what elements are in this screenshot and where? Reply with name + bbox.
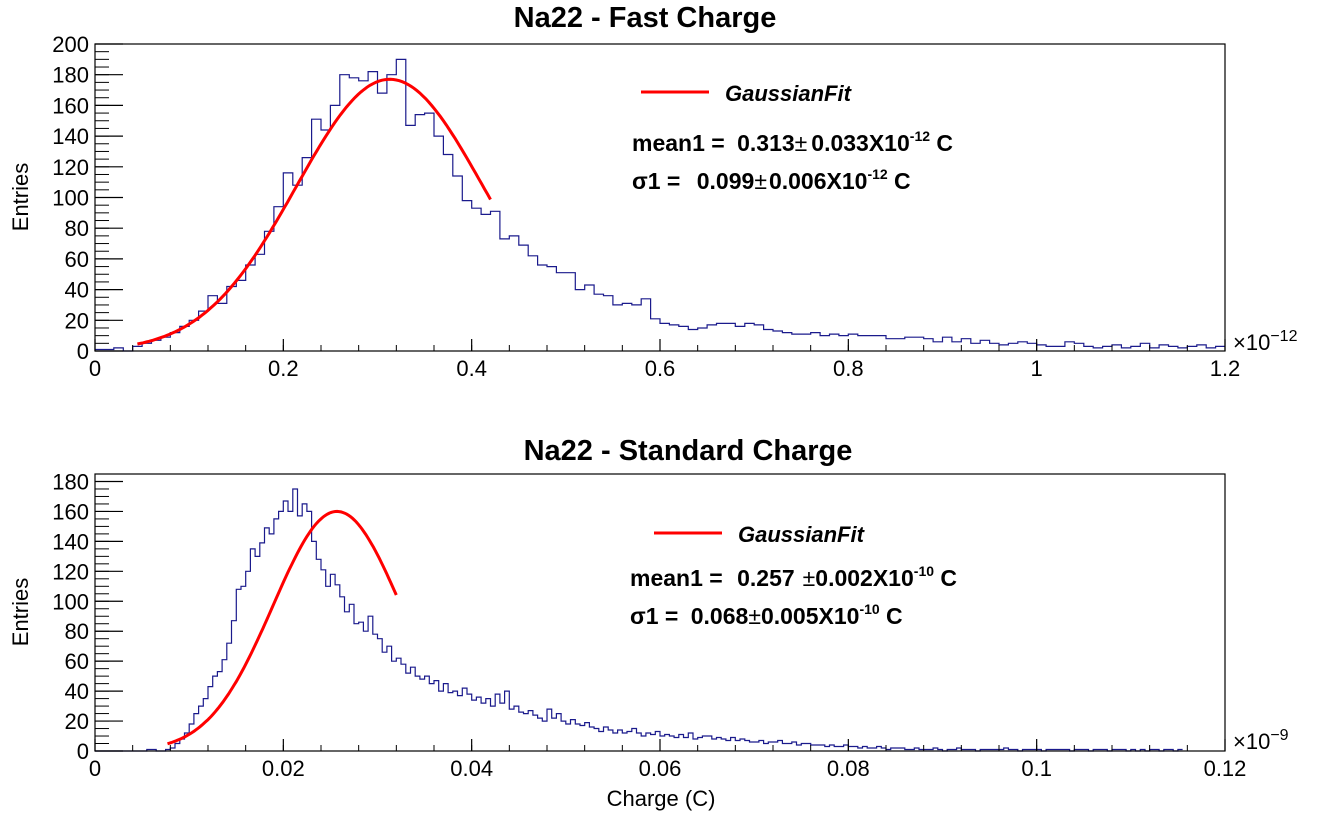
y-tick-label: 80	[65, 216, 89, 241]
y-tick-label: 0	[77, 739, 89, 764]
legend-label: GaussianFit	[725, 81, 853, 106]
y-tick-label: 80	[65, 619, 89, 644]
histogram-series	[95, 488, 1183, 752]
y-tick-label: 40	[65, 278, 89, 303]
x-tick-label: 1	[1031, 356, 1043, 381]
x-tick-label: 0.1	[1021, 756, 1052, 781]
chart-title: Na22 - Fast Charge	[514, 2, 777, 34]
x-tick-label: 0.06	[639, 756, 682, 781]
y-tick-label: 40	[65, 679, 89, 704]
y-axis-label: Entries	[8, 163, 33, 231]
stat-mean: mean1 = 0.257 ±0.002X10-10 C	[630, 563, 957, 591]
y-tick-label: 60	[65, 247, 89, 272]
x-tick-label: 0.02	[262, 756, 305, 781]
multiplier-base: ×10	[1233, 330, 1270, 355]
panel-fast-charge: Na22 - Fast Charge Entries 0 0.2 0.4 0.6 0.8…	[8, 2, 1298, 381]
histogram-series	[95, 58, 1225, 352]
x-tick-label: 0.08	[827, 756, 870, 781]
svg-text:×10−12: ×10−12	[1233, 328, 1298, 355]
y-tick-label: 60	[65, 649, 89, 674]
x-multiplier: ×10−12	[1233, 328, 1298, 355]
multiplier-exponent: −9	[1270, 727, 1288, 744]
legend-label: GaussianFit	[738, 522, 866, 547]
fit-stats: mean1 = 0.257 ±0.002X10-10 C σ1 = 0.068±0…	[630, 563, 957, 629]
plot-frame	[94, 43, 1226, 352]
x-tick-label: 0	[89, 356, 101, 381]
y-tick-label: 120	[52, 155, 89, 180]
multiplier-exponent: −12	[1270, 328, 1297, 345]
x-tick-label: 0.8	[833, 356, 864, 381]
x-axis-label: Charge (C)	[607, 786, 716, 811]
stat-sigma: σ1 = 0.068±0.005X10-10 C	[630, 601, 903, 629]
gaussian-fit-curve	[167, 509, 398, 746]
y-tick-label: 140	[52, 124, 89, 149]
x-tick-label: 0	[89, 756, 101, 781]
panel-standard-charge: Na22 - Standard Charge Entries Charge (C…	[8, 435, 1289, 811]
y-tick-label: 140	[52, 529, 89, 554]
y-tick-label: 160	[52, 93, 89, 118]
y-axis-label: Entries	[8, 578, 33, 646]
chart-title: Na22 - Standard Charge	[524, 435, 853, 467]
y-tick-label: 100	[52, 589, 89, 614]
svg-text:×10−9: ×10−9	[1233, 727, 1289, 754]
stat-sigma: σ1 = 0.099±0.006X10-12 C	[632, 166, 911, 194]
multiplier-base: ×10	[1233, 729, 1270, 754]
legend: GaussianFit	[654, 522, 866, 547]
x-tick-label: 0.04	[450, 756, 493, 781]
x-tick-label: 0.4	[456, 356, 487, 381]
legend: GaussianFit	[641, 81, 853, 106]
y-tick-label: 200	[52, 32, 89, 57]
y-tick-label: 160	[52, 499, 89, 524]
y-tick-label: 120	[52, 559, 89, 584]
stat-mean: mean1 = 0.313± 0.033X10-12 C	[632, 128, 953, 156]
gaussian-fit-curve	[137, 77, 492, 346]
x-tick-label: 0.6	[645, 356, 676, 381]
y-tick-label: 20	[65, 709, 89, 734]
y-tick-label: 180	[52, 469, 89, 494]
x-tick-label: 0.12	[1204, 756, 1247, 781]
y-tick-label: 180	[52, 63, 89, 88]
fit-stats: mean1 = 0.313± 0.033X10-12 C σ1 = 0.099±0…	[632, 128, 953, 194]
y-tick-label: 0	[77, 339, 89, 364]
x-tick-label: 1.2	[1210, 356, 1241, 381]
x-tick-label: 0.2	[268, 356, 299, 381]
y-tick-label: 20	[65, 308, 89, 333]
x-multiplier: ×10−9	[1233, 727, 1289, 754]
y-tick-label: 100	[52, 186, 89, 211]
